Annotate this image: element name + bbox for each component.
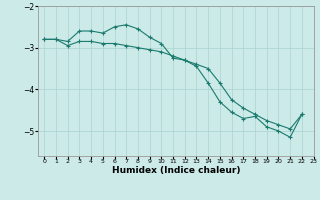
X-axis label: Humidex (Indice chaleur): Humidex (Indice chaleur)	[112, 166, 240, 175]
